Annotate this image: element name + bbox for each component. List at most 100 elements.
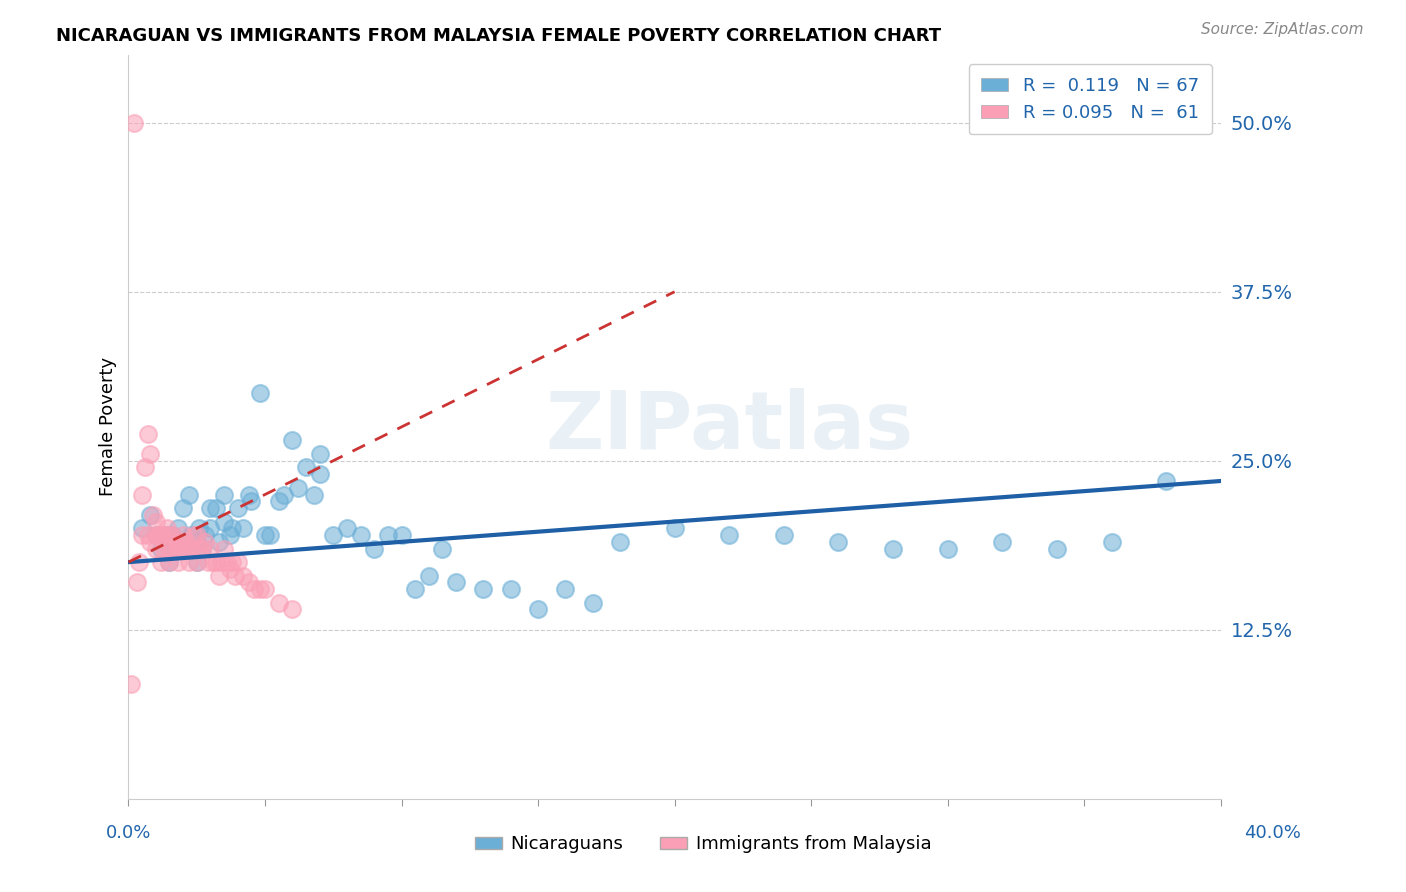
Point	[249, 582, 271, 596]
Point	[718, 528, 741, 542]
Point	[232, 568, 254, 582]
Point	[232, 521, 254, 535]
Point	[134, 460, 156, 475]
Point	[186, 555, 208, 569]
Point	[221, 555, 243, 569]
Point	[186, 528, 208, 542]
Point	[432, 541, 454, 556]
Point	[160, 528, 183, 542]
Point	[131, 521, 153, 535]
Point	[207, 568, 229, 582]
Point	[148, 528, 170, 542]
Point	[172, 528, 194, 542]
Point	[153, 541, 176, 556]
Text: 40.0%: 40.0%	[1244, 824, 1301, 842]
Point	[194, 534, 217, 549]
Point	[186, 534, 208, 549]
Point	[183, 528, 205, 542]
Point	[499, 582, 522, 596]
Point	[273, 487, 295, 501]
Point	[582, 596, 605, 610]
Point	[177, 487, 200, 501]
Point	[224, 568, 246, 582]
Point	[159, 555, 181, 569]
Point	[238, 487, 260, 501]
Point	[267, 596, 290, 610]
Point	[200, 521, 222, 535]
Point	[243, 582, 266, 596]
Point	[212, 487, 235, 501]
Point	[295, 460, 318, 475]
Point	[267, 494, 290, 508]
Point	[131, 528, 153, 542]
Point	[188, 541, 211, 556]
Point	[159, 541, 181, 556]
Point	[1154, 474, 1177, 488]
Point	[166, 555, 188, 569]
Point	[308, 467, 330, 482]
Point	[150, 555, 173, 569]
Text: ZIPatlas: ZIPatlas	[546, 388, 914, 466]
Point	[191, 541, 214, 556]
Point	[212, 515, 235, 529]
Point	[444, 575, 467, 590]
Point	[180, 541, 202, 556]
Point	[172, 541, 194, 556]
Text: Source: ZipAtlas.com: Source: ZipAtlas.com	[1201, 22, 1364, 37]
Point	[169, 534, 191, 549]
Point	[349, 528, 371, 542]
Point	[827, 534, 849, 549]
Point	[150, 541, 173, 556]
Point	[205, 555, 228, 569]
Point	[172, 541, 194, 556]
Point	[308, 447, 330, 461]
Point	[207, 534, 229, 549]
Point	[145, 528, 167, 542]
Point	[249, 386, 271, 401]
Point	[156, 521, 179, 535]
Point	[139, 508, 162, 522]
Point	[139, 534, 162, 549]
Point	[287, 481, 309, 495]
Point	[177, 555, 200, 569]
Point	[136, 528, 159, 542]
Point	[302, 487, 325, 501]
Legend: R =  0.119   N = 67, R = 0.095   N =  61: R = 0.119 N = 67, R = 0.095 N = 61	[969, 64, 1212, 135]
Point	[472, 582, 495, 596]
Point	[609, 534, 631, 549]
Point	[163, 534, 186, 549]
Point	[160, 528, 183, 542]
Point	[180, 528, 202, 542]
Point	[259, 528, 281, 542]
Point	[391, 528, 413, 542]
Point	[209, 555, 232, 569]
Point	[281, 602, 304, 616]
Y-axis label: Female Poverty: Female Poverty	[100, 358, 117, 497]
Point	[200, 541, 222, 556]
Point	[991, 534, 1014, 549]
Point	[200, 501, 222, 516]
Point	[218, 562, 240, 576]
Point	[194, 528, 217, 542]
Point	[238, 575, 260, 590]
Point	[336, 521, 359, 535]
Point	[221, 521, 243, 535]
Point	[177, 541, 200, 556]
Text: 0.0%: 0.0%	[105, 824, 150, 842]
Point	[191, 541, 214, 556]
Point	[131, 487, 153, 501]
Point	[136, 426, 159, 441]
Point	[159, 541, 181, 556]
Point	[153, 528, 176, 542]
Point	[197, 555, 219, 569]
Point	[322, 528, 344, 542]
Point	[139, 447, 162, 461]
Point	[527, 602, 550, 616]
Point	[363, 541, 385, 556]
Text: NICARAGUAN VS IMMIGRANTS FROM MALAYSIA FEMALE POVERTY CORRELATION CHART: NICARAGUAN VS IMMIGRANTS FROM MALAYSIA F…	[56, 27, 942, 45]
Point	[1101, 534, 1123, 549]
Point	[202, 555, 225, 569]
Point	[145, 528, 167, 542]
Point	[418, 568, 440, 582]
Legend: Nicaraguans, Immigrants from Malaysia: Nicaraguans, Immigrants from Malaysia	[467, 829, 939, 861]
